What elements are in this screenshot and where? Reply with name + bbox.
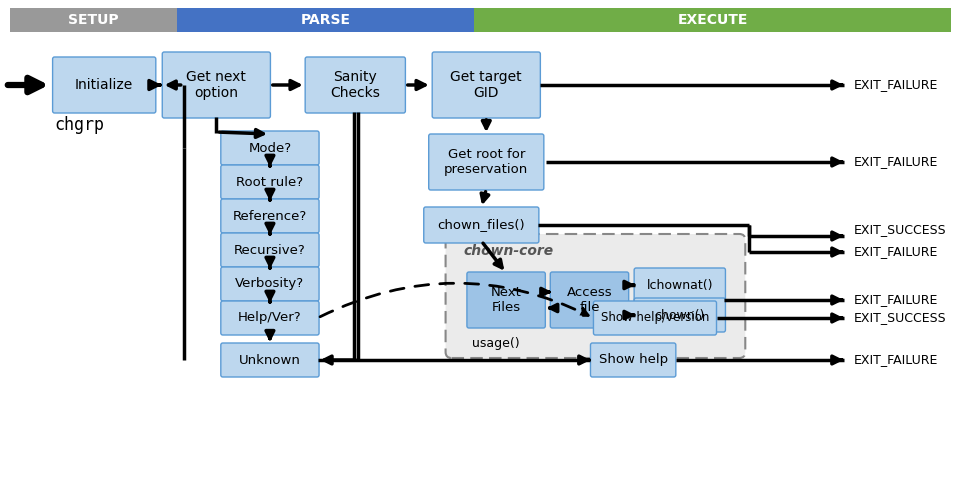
- FancyBboxPatch shape: [423, 207, 539, 243]
- Text: EXIT_FAILURE: EXIT_FAILURE: [853, 156, 937, 168]
- Text: EXIT_FAILURE: EXIT_FAILURE: [853, 246, 937, 258]
- Text: Reference?: Reference?: [233, 210, 307, 222]
- Text: EXECUTE: EXECUTE: [676, 13, 747, 27]
- FancyBboxPatch shape: [221, 199, 319, 233]
- FancyBboxPatch shape: [432, 52, 540, 118]
- FancyBboxPatch shape: [221, 301, 319, 335]
- FancyBboxPatch shape: [590, 343, 675, 377]
- Text: Show help: Show help: [598, 354, 667, 366]
- Text: chown(): chown(): [654, 308, 704, 322]
- Text: EXIT_SUCCESS: EXIT_SUCCESS: [853, 224, 945, 236]
- Text: Sanity
Checks: Sanity Checks: [330, 70, 380, 100]
- Text: EXIT_FAILURE: EXIT_FAILURE: [853, 294, 937, 306]
- FancyBboxPatch shape: [466, 272, 545, 328]
- Text: Root rule?: Root rule?: [236, 176, 303, 188]
- Bar: [176, 8, 474, 32]
- Text: Next
Files: Next Files: [490, 286, 521, 314]
- FancyBboxPatch shape: [549, 272, 628, 328]
- FancyBboxPatch shape: [221, 267, 319, 301]
- Text: chown-core: chown-core: [463, 244, 553, 258]
- Text: Recursive?: Recursive?: [234, 244, 305, 256]
- FancyBboxPatch shape: [634, 298, 725, 332]
- FancyBboxPatch shape: [162, 52, 270, 118]
- Text: EXIT_FAILURE: EXIT_FAILURE: [853, 78, 937, 92]
- Text: Unknown: Unknown: [238, 354, 300, 366]
- FancyBboxPatch shape: [52, 57, 156, 113]
- FancyBboxPatch shape: [221, 233, 319, 267]
- Text: SETUP: SETUP: [68, 13, 118, 27]
- Bar: [474, 8, 950, 32]
- Text: chgrp: chgrp: [54, 116, 105, 134]
- FancyBboxPatch shape: [221, 131, 319, 165]
- Text: Help/Ver?: Help/Ver?: [237, 312, 301, 324]
- Text: Show help/version: Show help/version: [600, 312, 708, 324]
- Text: Get target
GID: Get target GID: [450, 70, 521, 100]
- Text: Verbosity?: Verbosity?: [235, 278, 304, 290]
- Text: Access
file: Access file: [566, 286, 611, 314]
- FancyBboxPatch shape: [428, 134, 544, 190]
- FancyBboxPatch shape: [221, 165, 319, 199]
- Text: usage(): usage(): [472, 337, 519, 350]
- Text: PARSE: PARSE: [300, 13, 350, 27]
- FancyBboxPatch shape: [593, 301, 716, 335]
- Text: lchownat(): lchownat(): [646, 278, 712, 291]
- Text: EXIT_SUCCESS: EXIT_SUCCESS: [853, 312, 945, 324]
- FancyBboxPatch shape: [634, 268, 725, 302]
- Text: Get next
option: Get next option: [186, 70, 246, 100]
- Text: Mode?: Mode?: [248, 142, 292, 154]
- FancyBboxPatch shape: [221, 343, 319, 377]
- Text: Get root for
preservation: Get root for preservation: [444, 148, 528, 176]
- Text: chown_files(): chown_files(): [437, 218, 524, 232]
- Text: EXIT_FAILURE: EXIT_FAILURE: [853, 354, 937, 366]
- FancyBboxPatch shape: [445, 234, 744, 358]
- Text: Initialize: Initialize: [75, 78, 133, 92]
- FancyBboxPatch shape: [305, 57, 405, 113]
- Bar: [10, 8, 176, 32]
